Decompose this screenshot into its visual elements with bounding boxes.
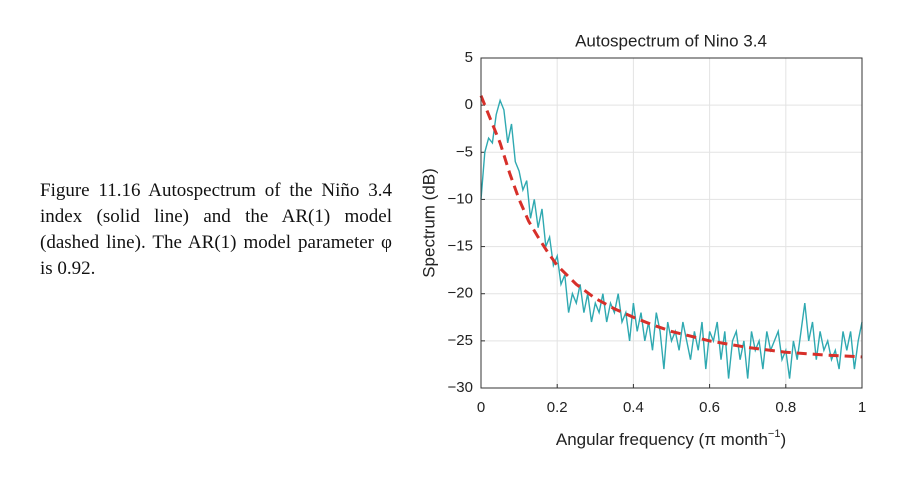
x-tick-label: 0.6 bbox=[699, 399, 720, 416]
chart-title: Autospectrum of Nino 3.4 bbox=[575, 31, 767, 50]
x-axis-label: Angular frequency (π month−1) bbox=[556, 428, 786, 450]
y-tick-label: −30 bbox=[448, 379, 473, 396]
x-tick-label: 0 bbox=[477, 399, 485, 416]
y-tick-label: −15 bbox=[448, 238, 473, 255]
x-tick-label: 0.4 bbox=[623, 399, 644, 416]
x-axis-label-end: ) bbox=[780, 430, 786, 449]
x-tick-label: 1 bbox=[858, 399, 866, 416]
axes-box bbox=[480, 57, 863, 389]
data-line bbox=[479, 95, 863, 359]
y-tick-label: −25 bbox=[448, 332, 473, 349]
y-tick-label: −5 bbox=[456, 143, 473, 160]
y-tick-label: −20 bbox=[448, 285, 473, 302]
x-tick-label: 0.2 bbox=[547, 399, 568, 416]
x-axis-label-text: Angular frequency (π month bbox=[556, 430, 768, 449]
y-axis-label: Spectrum (dB) bbox=[419, 168, 438, 278]
data-line bbox=[480, 98, 863, 379]
x-tick-label: 0.8 bbox=[775, 399, 796, 416]
y-tick-label: 5 bbox=[465, 49, 473, 66]
y-tick-label: 0 bbox=[465, 96, 473, 113]
figure-caption: Figure 11.16 Autospectrum of the Niño 3.… bbox=[40, 180, 392, 279]
x-axis-label-sup: −1 bbox=[768, 428, 781, 440]
y-tick-label: −10 bbox=[448, 190, 473, 207]
